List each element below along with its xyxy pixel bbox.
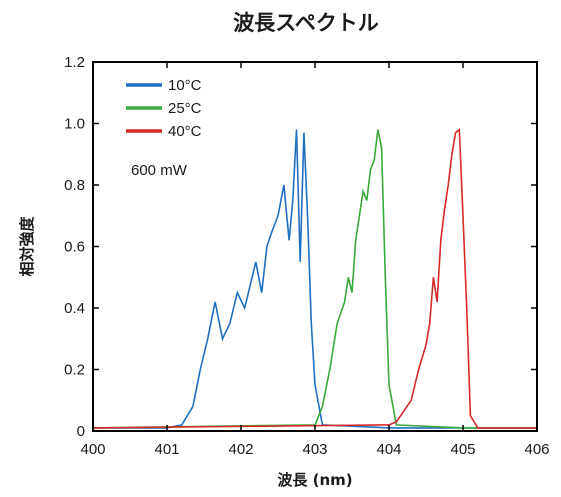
- legend-label-1: 25°C: [168, 100, 202, 117]
- x-tick-label: 400: [80, 441, 105, 458]
- y-tick-label: 0.2: [64, 362, 85, 379]
- y-tick-label: 0.8: [64, 177, 85, 194]
- y-axis-ticks: 0 0.2 0.4 0.6 0.8 1.0 1.2: [64, 54, 537, 440]
- y-axis-label: 相対強度: [18, 216, 36, 277]
- y-tick-label: 1.2: [64, 54, 85, 71]
- series-line-2: [92, 127, 537, 429]
- x-tick-label: 406: [524, 441, 549, 458]
- power-annotation: 600 mW: [131, 162, 188, 179]
- series-line-0: [93, 129, 537, 429]
- legend-label-0: 10°C: [168, 77, 202, 94]
- plot-area: [92, 127, 537, 429]
- series-line-1: [92, 129, 537, 429]
- x-tick-label: 404: [376, 441, 401, 458]
- x-tick-label: 402: [228, 441, 253, 458]
- y-tick-label: 0.4: [64, 300, 85, 317]
- chart-title: 波長スペクトル: [233, 11, 379, 35]
- legend-label-2: 40°C: [168, 123, 202, 140]
- x-tick-label: 401: [154, 441, 179, 458]
- y-tick-label: 0: [77, 423, 85, 440]
- y-tick-label: 1.0: [64, 116, 85, 133]
- x-axis-ticks: 400 401 402 403 404 405 406: [80, 62, 550, 458]
- x-tick-label: 405: [450, 441, 475, 458]
- y-tick-label: 0.6: [64, 239, 85, 256]
- x-axis-label: 波長 (nm): [277, 471, 352, 489]
- x-tick-label: 403: [302, 441, 327, 458]
- legend: 10°C 25°C 40°C: [126, 77, 202, 140]
